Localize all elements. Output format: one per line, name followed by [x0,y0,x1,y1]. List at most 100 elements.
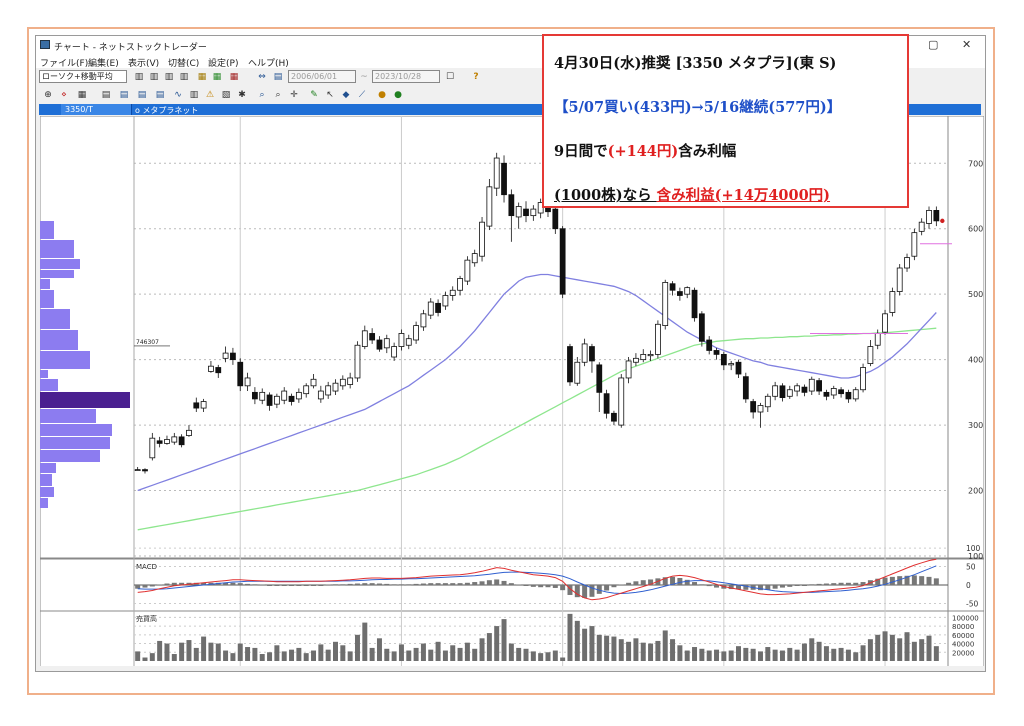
macd-hist-bar [267,585,273,586]
chart-color-icon[interactable]: ▦ [229,72,239,82]
cursor-icon[interactable]: ↖ [326,90,334,100]
indicator-icon[interactable]: ▥ [189,90,199,100]
indicator-icon[interactable]: ▤ [137,90,147,100]
indicator-icon[interactable]: ▧ [221,90,231,100]
macd-hist-bar [516,584,522,586]
candle-body [471,253,478,264]
menu-file[interactable]: ファイル(F) [40,59,89,69]
candle-body [398,333,405,347]
macd-hist-bar [171,582,177,585]
menu-settings[interactable]: 設定(P) [208,59,239,69]
chart-color-icon[interactable]: ▦ [212,72,222,82]
macd-hist-bar [164,583,170,585]
macd-hist-bar [648,579,654,585]
calendar-icon[interactable]: ▤ [273,72,283,82]
volume-profile-bar [40,463,56,473]
macd-hist-bar [706,585,712,587]
volume-bar [376,638,382,661]
indicator-icon[interactable]: ∿ [174,90,182,100]
volume-profile-bar [40,221,54,239]
volume-bar [193,647,199,661]
volume-bar [750,648,756,661]
indicator-icon[interactable]: ▤ [119,90,129,100]
chart-icon[interactable]: ▥ [134,72,144,82]
line-icon[interactable]: ⟋ [358,90,366,100]
macd-hist-bar [897,576,903,585]
chart-color-icon[interactable]: ▦ [197,72,207,82]
volume-profile-bar [40,351,90,369]
volume-bar [516,647,522,661]
candle-body [750,401,757,413]
search-icon[interactable]: ● [378,90,386,100]
symbol-code: 3350/T [65,105,93,114]
range-tilde-icon: ~ [360,72,368,82]
warning-icon[interactable]: ⚠ [205,90,215,100]
macd-hist-bar [904,575,910,585]
macd-hist-bar [845,582,851,585]
volume-bar [450,645,456,661]
macd-hist-bar [574,585,580,598]
macd-hist-bar [633,581,639,585]
volume-bar [648,643,654,661]
macd-hist-bar [450,583,456,585]
indicator-icon[interactable]: ▤ [101,90,111,100]
macd-hist-bar [801,585,807,586]
macd-hist-bar [560,585,566,591]
chart-type-select[interactable]: ローソク+移動平均 [39,70,127,83]
candle-body [567,346,573,383]
pen-icon[interactable]: ✎ [310,90,318,100]
candle-body [786,389,793,397]
indicator-icon[interactable]: ▤ [155,90,165,100]
macd-hist-bar [662,577,668,585]
macd-hist-bar [325,584,331,586]
symbol-bar: 3350/T o メタプラネット [39,104,981,115]
volume-bar [545,652,551,661]
help-icon[interactable]: ? [473,72,479,82]
candle-body [186,429,192,436]
zoom-icon[interactable]: ⌕ [259,90,265,100]
macd-hist-bar [640,580,646,585]
volume-bar [618,639,624,661]
volume-bar [904,632,910,661]
menu-switch[interactable]: 切替(C) [168,59,200,69]
date-to-input[interactable]: 2023/10/28 [372,70,440,83]
macd-hist-bar [882,577,888,585]
macd-hist-bar [787,585,793,587]
macd-hist-bar [464,582,470,585]
chart-icon[interactable]: ▥ [179,72,189,82]
eraser-icon[interactable]: ◆ [342,90,350,100]
zoom-icon[interactable]: ⌕ [275,90,281,100]
candle-icon[interactable]: ⊕ [44,90,52,100]
link-icon[interactable]: ⇔ [258,72,266,82]
crosshair-icon[interactable]: ✛ [290,90,298,100]
checkbox-icon[interactable]: ☐ [445,72,455,82]
candle-body [508,194,515,217]
chart-icon[interactable]: ▥ [164,72,174,82]
maximize-button[interactable]: ▢ [928,38,939,51]
volume-bar [933,646,939,661]
chart-icon[interactable]: ▥ [149,72,159,82]
candle-body [479,221,485,257]
refresh-icon[interactable]: ● [394,90,402,100]
volume-bar [801,643,807,661]
macd-hist-bar [699,584,705,586]
menu-edit[interactable]: 編集(E) [88,59,119,69]
date-from-input[interactable]: 2006/06/01 [288,70,356,83]
candle-body [493,157,500,189]
macd-hist-bar [472,582,478,585]
macd-hist-bar [340,584,346,586]
candle-body [852,389,859,400]
indicator-icon[interactable]: ✱ [238,90,246,100]
close-button[interactable]: ✕ [962,38,972,51]
macd-hist-bar [692,582,698,585]
price-tick-label: 200 [968,487,983,496]
macd-hist-bar [677,577,683,585]
volume-profile-bar [40,259,80,269]
volume-tick-label: 60000 [952,632,974,640]
candle-body [589,346,595,362]
menu-help[interactable]: ヘルプ(H) [248,59,289,69]
menu-view[interactable]: 表示(V) [128,59,160,69]
indicator-icon[interactable]: ▦ [77,90,87,100]
signal-icon[interactable]: ⋄ [61,90,67,100]
macd-hist-bar [486,580,492,585]
